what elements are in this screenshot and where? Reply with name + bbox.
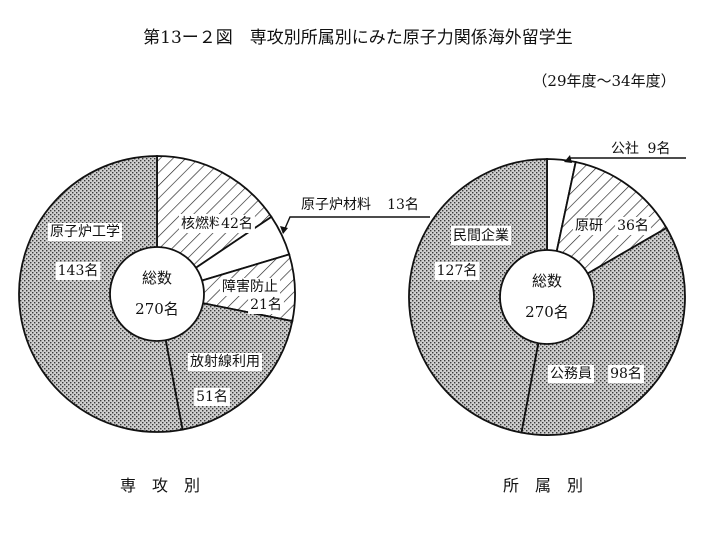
label-background	[48, 223, 122, 241]
pie-caption: 所 属 別	[503, 476, 583, 495]
slice-label: 原子炉工学	[50, 224, 120, 240]
label-background	[548, 365, 594, 383]
label-background	[248, 296, 284, 314]
label-background	[573, 217, 605, 235]
pie-center-label: 総数	[532, 272, 562, 290]
slice-value-label: 13名	[387, 197, 419, 213]
pie-center-label: 総数	[142, 269, 172, 287]
slice-label: 核燃料	[181, 215, 223, 232]
label-background	[608, 365, 644, 383]
label-background	[55, 262, 101, 280]
label-background	[451, 226, 511, 245]
slice-value-label: 51名	[196, 389, 228, 405]
label-background	[385, 196, 421, 214]
pie-caption: 専 攻 別	[120, 476, 200, 495]
slice-label: 障害防止	[222, 279, 278, 295]
pie-center-value: 270名	[135, 300, 179, 318]
slice-label: 公務員	[550, 366, 592, 382]
pie-center-hole	[109, 246, 205, 342]
label-background	[609, 140, 641, 158]
slice-label: 放射線利用	[190, 354, 260, 370]
pie-slice	[408, 158, 548, 434]
slice-value-label: 9名	[648, 141, 671, 157]
chart-period: （29年度〜34年度）	[532, 72, 675, 90]
slice-value-label: 98名	[610, 366, 642, 382]
slice-value-label: 143名	[58, 263, 99, 279]
label-background	[219, 215, 255, 233]
label-background	[194, 388, 230, 406]
slice-value-label: 127名	[437, 263, 478, 279]
slice-label: 原子炉材料	[301, 197, 371, 213]
leader-line	[282, 216, 430, 234]
slice-label: 民間企業	[453, 227, 509, 244]
label-background	[179, 214, 225, 233]
slice-label: 原研	[575, 218, 603, 234]
chart-title: 第13ー２図 専攻別所属別にみた原子力関係海外留学生	[143, 28, 573, 48]
slice-value-label: 42名	[221, 216, 253, 232]
slice-label: 公社	[611, 141, 639, 157]
label-background	[615, 217, 651, 235]
pie-slice	[520, 226, 686, 436]
label-background	[299, 196, 373, 214]
pie-center-value: 270名	[525, 303, 569, 321]
label-background	[220, 278, 280, 296]
pie-center-hole	[499, 249, 595, 345]
leader-arrow	[280, 226, 288, 234]
label-background	[645, 140, 673, 158]
leader-line	[565, 157, 686, 162]
label-background	[434, 262, 480, 280]
slice-value-label: 36名	[617, 218, 649, 234]
label-background	[188, 353, 262, 371]
slice-value-label: 21名	[250, 297, 282, 313]
leader-arrow	[564, 155, 572, 163]
